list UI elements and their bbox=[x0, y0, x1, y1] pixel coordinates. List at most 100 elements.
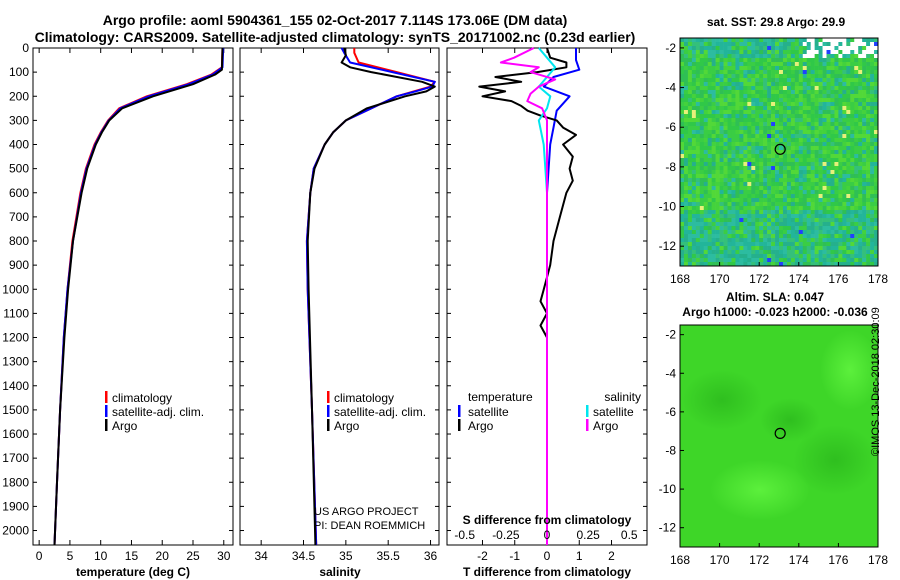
sst-cell bbox=[790, 134, 796, 139]
sst-cell bbox=[731, 166, 736, 171]
sst-cell bbox=[703, 154, 709, 159]
sst-cell bbox=[834, 66, 839, 71]
sst-cell bbox=[814, 190, 819, 195]
sst-cell bbox=[818, 110, 823, 115]
depth-tick-label: 1500 bbox=[2, 403, 29, 417]
sst-cell bbox=[775, 82, 780, 87]
sst-cell bbox=[687, 198, 693, 203]
sst-cell bbox=[699, 258, 705, 263]
sst-cell bbox=[743, 102, 748, 107]
sst-cell bbox=[771, 114, 776, 119]
sst-cell bbox=[874, 158, 879, 163]
sst-cell bbox=[790, 246, 796, 251]
sst-cell bbox=[822, 70, 827, 75]
sst-cell bbox=[735, 174, 740, 179]
sst-cell bbox=[711, 94, 716, 99]
sst-cell bbox=[743, 38, 748, 43]
sst-cell bbox=[727, 234, 732, 239]
sst-cell bbox=[826, 58, 831, 63]
sst-cell bbox=[838, 154, 843, 159]
sst-cell bbox=[759, 70, 764, 75]
map-x-tick-label: 174 bbox=[789, 553, 809, 567]
sst-cell bbox=[695, 226, 701, 231]
sst-cell bbox=[719, 178, 724, 183]
sst-cell bbox=[723, 126, 728, 131]
sst-cell bbox=[870, 186, 875, 191]
sst-cell bbox=[739, 254, 744, 259]
series-line-salinity-argo bbox=[499, 47, 557, 545]
sst-cell bbox=[759, 106, 764, 111]
sst-cell bbox=[763, 90, 768, 95]
sst-cell bbox=[794, 70, 800, 75]
sst-cell bbox=[854, 106, 859, 111]
sst-cell bbox=[751, 206, 756, 211]
sst-cell bbox=[683, 178, 689, 183]
sst-cell bbox=[691, 238, 697, 243]
sst-cell bbox=[850, 86, 855, 91]
sst-cell bbox=[814, 182, 819, 187]
sst-cell bbox=[727, 118, 732, 123]
sst-cell bbox=[751, 186, 756, 191]
sst-cell bbox=[802, 86, 808, 91]
sst-cell bbox=[862, 50, 867, 55]
sst-cell bbox=[874, 194, 879, 199]
sst-cell bbox=[731, 230, 736, 235]
sst-cell bbox=[739, 66, 744, 71]
sst-cell bbox=[755, 90, 760, 95]
sst-cell bbox=[834, 218, 839, 223]
sst-cell bbox=[826, 262, 831, 267]
sst-cell bbox=[751, 58, 756, 63]
sst-cell bbox=[850, 246, 855, 251]
sst-cell bbox=[703, 42, 709, 47]
sst-cell bbox=[707, 258, 712, 263]
sst-cell bbox=[846, 122, 851, 127]
sst-cell bbox=[695, 186, 701, 191]
sst-cell bbox=[830, 258, 835, 263]
sst-cell bbox=[870, 142, 875, 147]
sst-cell bbox=[854, 254, 859, 259]
sst-cell bbox=[747, 194, 752, 199]
sst-cell bbox=[826, 194, 831, 199]
sst-cell bbox=[687, 90, 693, 95]
sst-cell bbox=[834, 90, 839, 95]
sst-cell bbox=[818, 234, 823, 239]
sst-cell bbox=[680, 170, 685, 175]
sst-cell bbox=[858, 122, 863, 127]
sst-cell bbox=[715, 86, 720, 91]
sst-cell bbox=[806, 126, 811, 131]
sst-cell bbox=[874, 70, 879, 75]
sst-cell bbox=[830, 242, 835, 247]
sst-cell bbox=[810, 234, 815, 239]
sst-cell bbox=[830, 210, 835, 215]
sst-cell bbox=[719, 50, 724, 55]
sst-cell bbox=[790, 122, 796, 127]
sst-cell bbox=[858, 130, 863, 135]
difference-panel: -2 -1 0 1 2 temperature satellite Argo salin… bbox=[446, 47, 648, 579]
sst-cell bbox=[687, 138, 693, 143]
sst-cell bbox=[735, 166, 740, 171]
sst-cell bbox=[870, 238, 875, 243]
sst-cell bbox=[763, 174, 768, 179]
sst-cell bbox=[719, 142, 724, 147]
sst-cell bbox=[818, 90, 823, 95]
sst-cell bbox=[870, 254, 875, 259]
sst-cell bbox=[735, 246, 740, 251]
sst-cell bbox=[806, 214, 811, 219]
sst-cell bbox=[842, 146, 847, 151]
sst-cell bbox=[782, 42, 788, 47]
sst-cell bbox=[818, 58, 823, 63]
sst-cell bbox=[695, 38, 701, 43]
map-y-tick-label: -6 bbox=[665, 120, 676, 134]
sst-cell bbox=[842, 102, 847, 107]
sst-cell bbox=[723, 258, 728, 263]
sst-cell bbox=[874, 238, 879, 243]
sst-cell bbox=[826, 90, 831, 95]
sst-cell bbox=[870, 230, 875, 235]
sst-cell bbox=[719, 126, 724, 131]
sst-cell bbox=[814, 226, 819, 231]
sst-cell bbox=[743, 230, 748, 235]
sst-cell bbox=[826, 250, 831, 255]
sst-cell bbox=[747, 190, 752, 195]
map-y-tick-label: -2 bbox=[665, 41, 676, 55]
sst-cell bbox=[723, 226, 728, 231]
